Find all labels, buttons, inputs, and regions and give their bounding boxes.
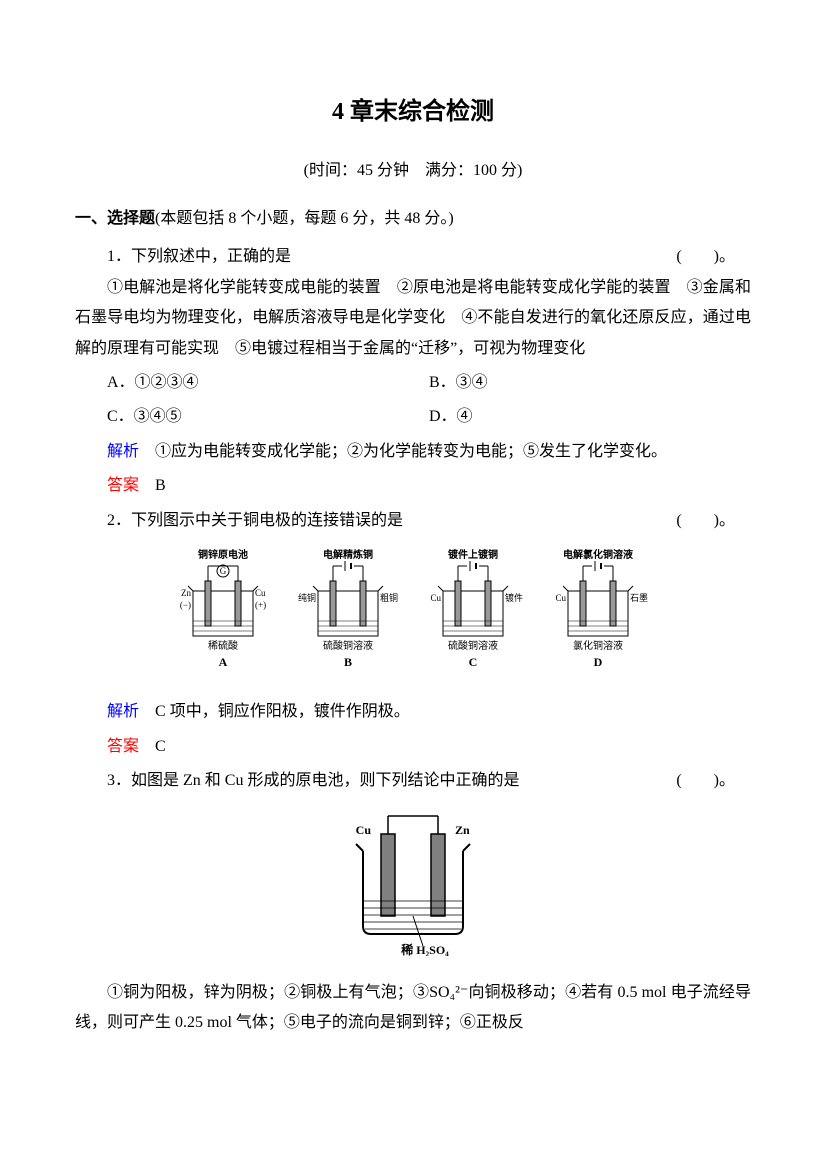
q2-A-solution: 稀硫酸 bbox=[208, 639, 238, 652]
section-1-detail: (本题包括 8 个小题，每题 6 分，共 48 分。) bbox=[155, 210, 454, 227]
q2-D-label: D bbox=[594, 655, 603, 669]
q2-cell-D: 电解氯化铜溶液 Cu 石墨 氯化铜溶液 D bbox=[555, 548, 648, 669]
q2-cell-B: 电解精炼铜 纯铜 粗铜 硫酸铜溶液 B bbox=[298, 548, 398, 669]
q1-paren: ( )。 bbox=[676, 242, 751, 272]
q1-stem-line: 1．下列叙述中，正确的是 ( )。 bbox=[75, 242, 751, 272]
q3-stem: 3．如图是 Zn 和 Cu 形成的原电池，则下列结论中正确的是 bbox=[107, 766, 676, 796]
q2-stem: 2．下列图示中关于铜电极的连接错误的是 bbox=[107, 506, 676, 536]
q2-A-left-el: Zn bbox=[181, 588, 191, 598]
q2-C-left-el: Cu bbox=[430, 593, 441, 603]
q1-optD: D．④ bbox=[429, 402, 751, 432]
q2-svg: 铜锌原电池 G Zn (−) Cu (+) 稀硫酸 A 电解精炼铜 bbox=[163, 546, 663, 676]
q2-A-right-el: Cu bbox=[255, 588, 266, 598]
q2-analysis-text: C 项中，铜应作阳极，镀件作阴极。 bbox=[139, 703, 410, 720]
q2-answer: 答案 C bbox=[75, 732, 751, 762]
q2-B-left-el: 纯铜 bbox=[298, 592, 316, 603]
q2-cell-C: 镀件上镀铜 Cu 镀件 硫酸铜溶液 C bbox=[430, 548, 523, 669]
q2-A-left-sign: (−) bbox=[180, 600, 191, 610]
q1-body: ①电解池是将化学能转变成电能的装置 ②原电池是将电能转变成化学能的装置 ③金属和… bbox=[75, 273, 751, 364]
q1-optB: B．③④ bbox=[429, 368, 751, 398]
q1-analysis: 解析 ①应为电能转变成化学能；②为化学能转变为电能；⑤发生了化学变化。 bbox=[75, 437, 751, 467]
q2-answer-label: 答案 bbox=[107, 738, 139, 755]
q3-right-el: Zn bbox=[455, 823, 470, 837]
q2-C-solution: 硫酸铜溶液 bbox=[448, 639, 498, 652]
q3-stem-line: 3．如图是 Zn 和 Cu 形成的原电池，则下列结论中正确的是 ( )。 bbox=[75, 766, 751, 796]
q2-analysis: 解析 C 项中，铜应作阳极，镀件作阴极。 bbox=[75, 697, 751, 727]
q1-options-row2: C．③④⑤ D．④ bbox=[75, 402, 751, 432]
q1-optC: C．③④⑤ bbox=[107, 402, 429, 432]
q2-cell-A: 铜锌原电池 G Zn (−) Cu (+) 稀硫酸 A bbox=[180, 548, 266, 669]
q2-A-label: A bbox=[219, 655, 228, 669]
q2-D-right-el: 石墨 bbox=[630, 593, 648, 603]
q2-B-solution: 硫酸铜溶液 bbox=[323, 639, 373, 652]
section-1-label: 一、选择题 bbox=[75, 210, 155, 227]
q2-D-solution: 氯化铜溶液 bbox=[573, 639, 623, 652]
q3-left-el: Cu bbox=[356, 823, 372, 837]
q3-solution: 稀 H₂SO₄ bbox=[401, 942, 449, 956]
q1-answer: 答案 B bbox=[75, 471, 751, 501]
q2-A-right-sign: (+) bbox=[255, 600, 266, 610]
q2-answer-text: C bbox=[139, 738, 166, 755]
q2-D-title: 电解氯化铜溶液 bbox=[563, 548, 633, 561]
page-title: 4 章末综合检测 bbox=[75, 90, 751, 136]
q2-A-title: 铜锌原电池 bbox=[198, 548, 248, 561]
q2-B-label: B bbox=[344, 655, 352, 669]
q1-options-row1: A．①②③④ B．③④ bbox=[75, 368, 751, 398]
page-subtitle: (时间：45 分钟 满分：100 分) bbox=[75, 156, 751, 186]
q2-C-label: C bbox=[469, 655, 478, 669]
q1-optA: A．①②③④ bbox=[107, 368, 429, 398]
q3-svg: Cu Zn 稀 H₂SO₄ bbox=[323, 806, 503, 956]
q2-diagram: 铜锌原电池 G Zn (−) Cu (+) 稀硫酸 A 电解精炼铜 bbox=[75, 546, 751, 687]
q2-paren: ( )。 bbox=[676, 506, 751, 536]
q3-diagram: Cu Zn 稀 H₂SO₄ bbox=[75, 806, 751, 967]
section-1-header: 一、选择题(本题包括 8 个小题，每题 6 分，共 48 分。) bbox=[75, 204, 751, 234]
q2-stem-line: 2．下列图示中关于铜电极的连接错误的是 ( )。 bbox=[75, 506, 751, 536]
q1-analysis-text: ①应为电能转变成化学能；②为化学能转变为电能；⑤发生了化学变化。 bbox=[139, 443, 667, 460]
g-icon: G bbox=[220, 566, 227, 576]
q2-D-left-el: Cu bbox=[555, 593, 566, 603]
q2-C-right-el: 镀件 bbox=[505, 592, 523, 603]
q3-paren: ( )。 bbox=[676, 766, 751, 796]
q2-B-right-el: 粗铜 bbox=[380, 592, 398, 603]
q1-answer-label: 答案 bbox=[107, 477, 139, 494]
q1-answer-text: B bbox=[139, 477, 166, 494]
q2-B-title: 电解精炼铜 bbox=[323, 548, 373, 561]
q2-analysis-label: 解析 bbox=[107, 703, 139, 720]
q1-analysis-label: 解析 bbox=[107, 443, 139, 460]
q3-body: ①铜为阳极，锌为阴极；②铜极上有气泡；③SO₄²⁻向铜极移动；④若有 0.5 m… bbox=[75, 978, 751, 1039]
q2-C-title: 镀件上镀铜 bbox=[448, 548, 498, 561]
q1-stem: 1．下列叙述中，正确的是 bbox=[107, 242, 676, 272]
